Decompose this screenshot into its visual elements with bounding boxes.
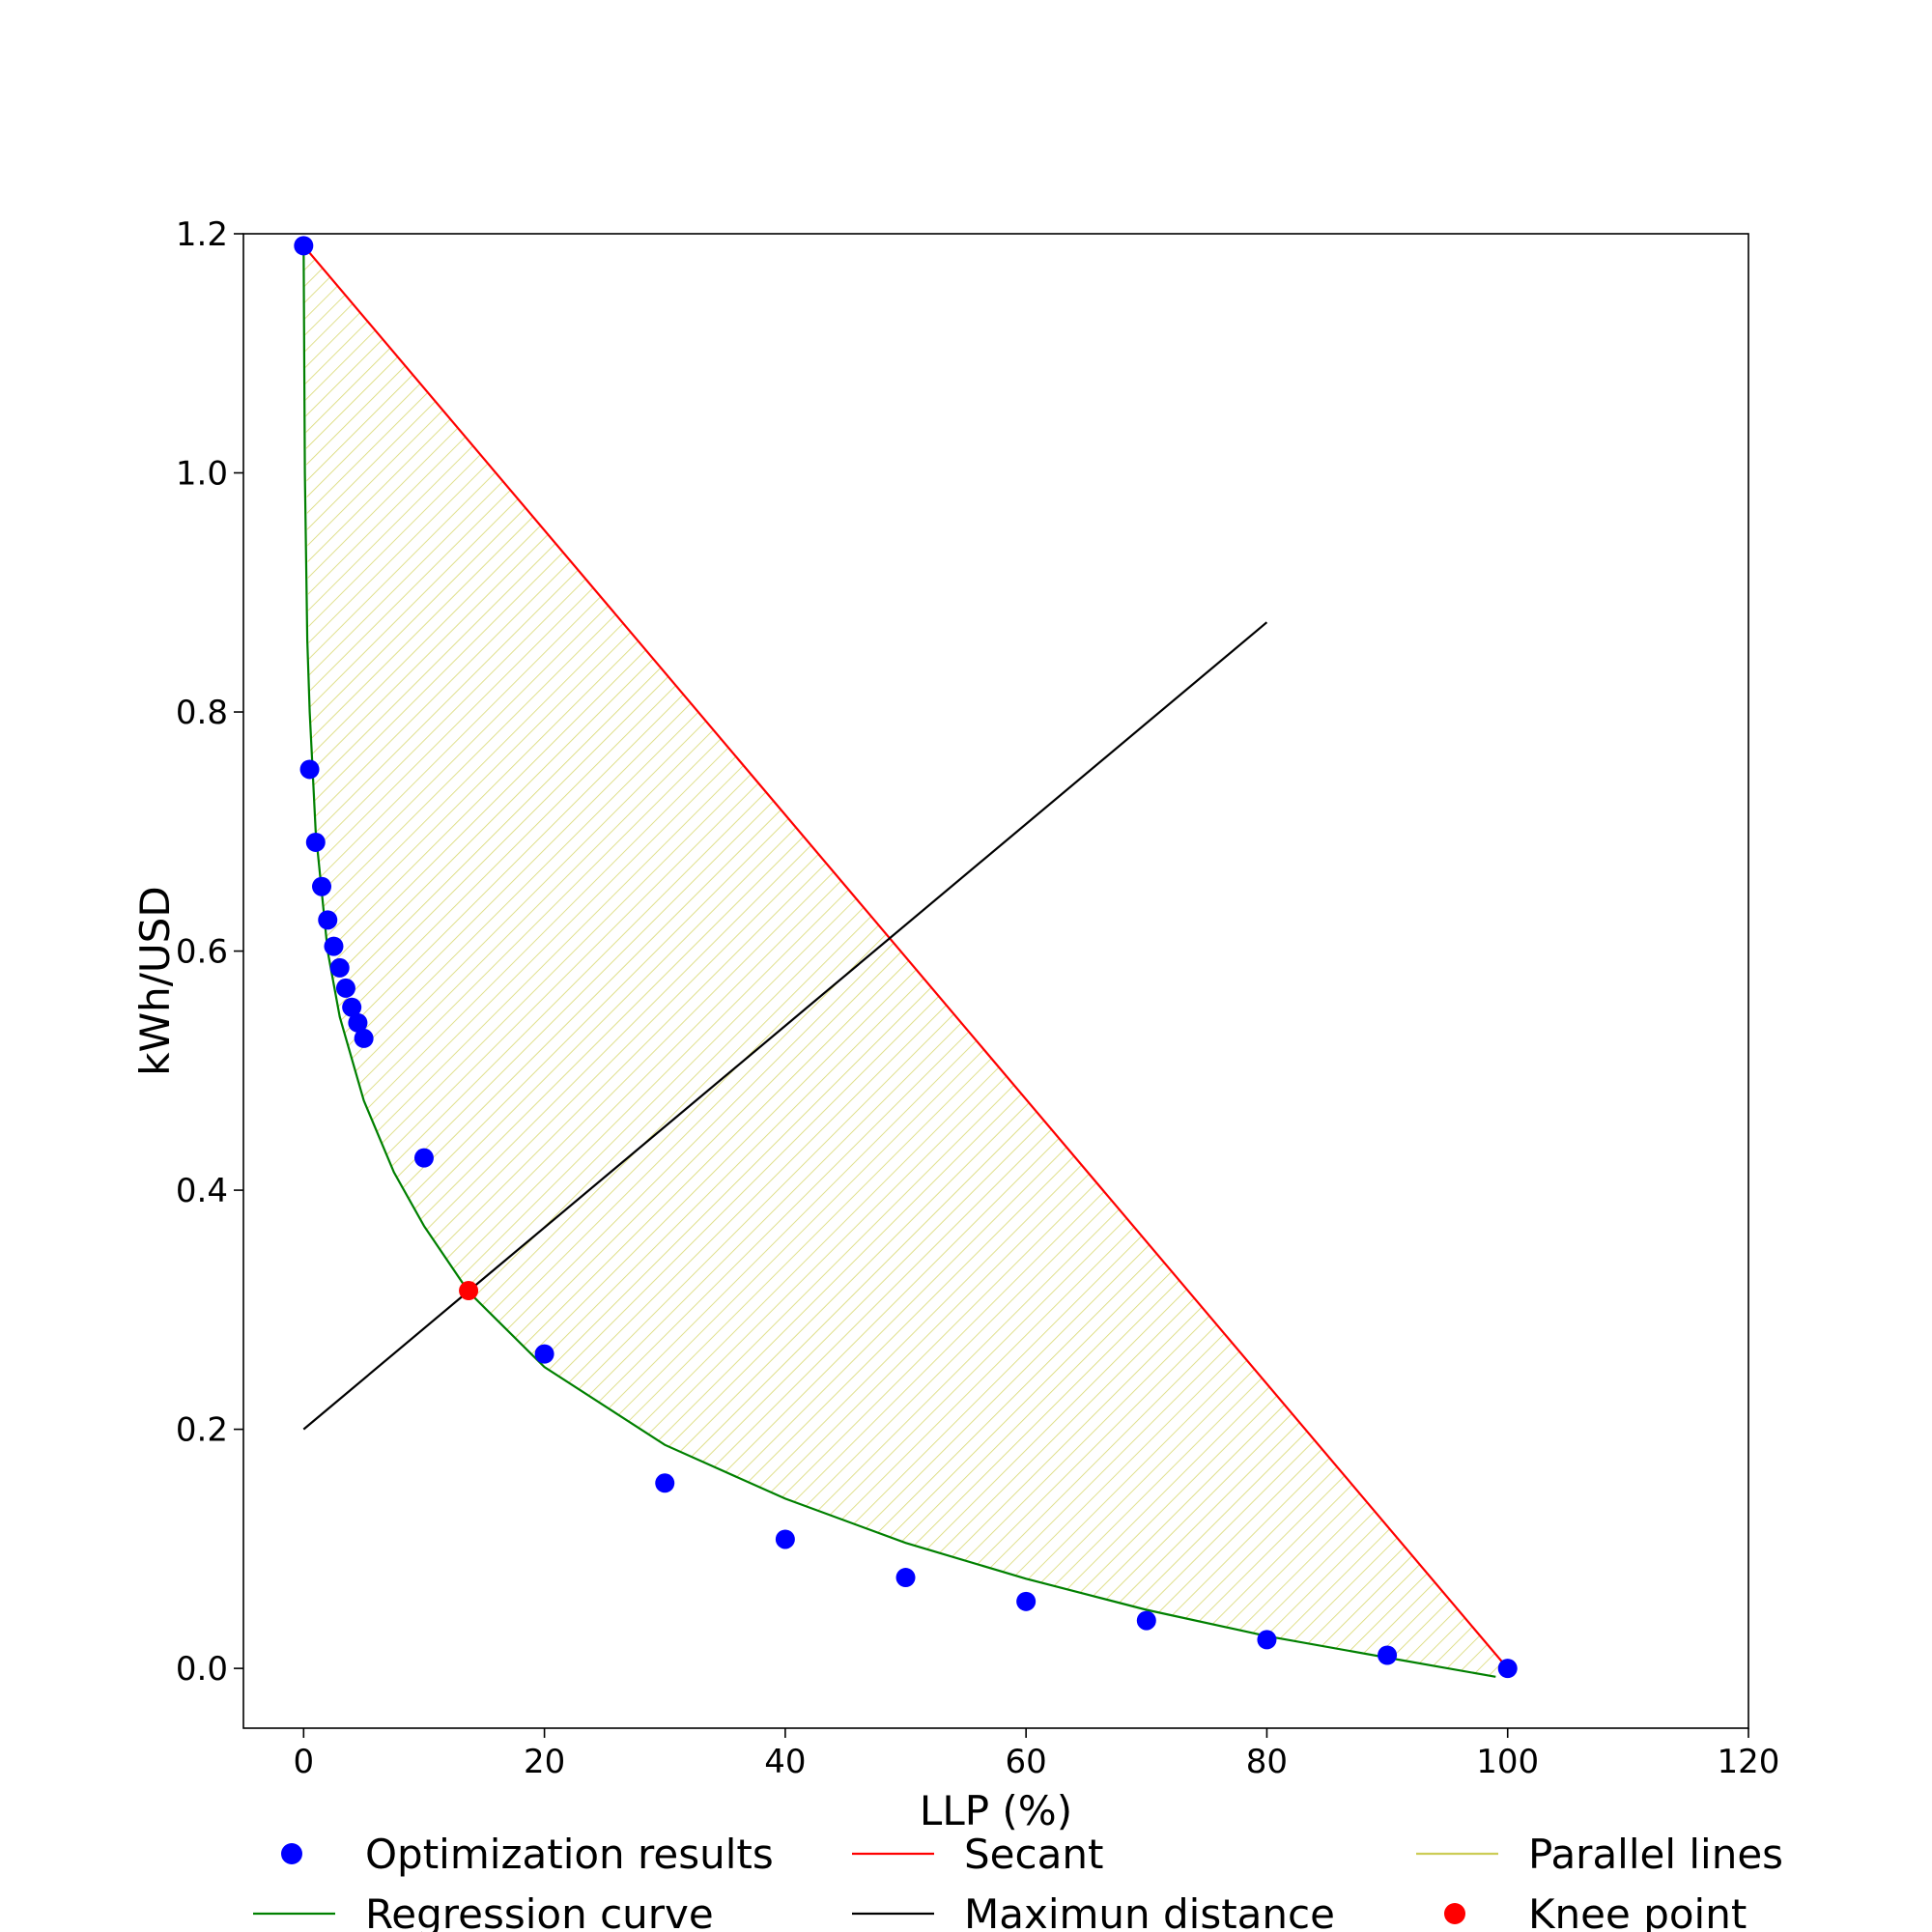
plot-frame (242, 233, 1749, 1729)
optimization-point (1257, 1630, 1277, 1650)
optimization-point (324, 936, 344, 956)
optimization-point (305, 832, 326, 852)
y-tick-label: 0.0 (176, 1650, 228, 1689)
x-tick-label: 20 (524, 1743, 565, 1781)
x-tick-label: 120 (1718, 1743, 1780, 1781)
optimization-point (895, 1568, 916, 1588)
optimization-point (312, 876, 332, 896)
x-tick-label: 80 (1246, 1743, 1288, 1781)
optimization-point (1378, 1645, 1398, 1665)
x-tick-label: 40 (764, 1743, 806, 1781)
x-tick-label: 60 (1006, 1743, 1047, 1781)
optimization-point (342, 997, 362, 1017)
x-axis-title: LLP (%) (920, 1787, 1072, 1834)
legend-label-regression-curve: Regression curve (365, 1890, 714, 1932)
legend-label-maximun-distance: Maximun distance (964, 1890, 1335, 1932)
y-tick-label: 1.2 (176, 215, 228, 254)
optimization-point (1016, 1591, 1037, 1611)
plot-area (294, 236, 1518, 1679)
legend-label-knee-point: Knee point (1528, 1890, 1747, 1932)
legend-marker-optimization-results (281, 1843, 302, 1864)
y-axis-title: kWh/USD (131, 886, 179, 1075)
optimization-point (413, 1148, 434, 1168)
legend-marker-knee-point (1444, 1903, 1465, 1924)
optimization-point (348, 1012, 368, 1033)
y-tick-label: 0.4 (176, 1172, 228, 1210)
optimization-point (335, 978, 355, 998)
legend: Optimization results Secant Parallel lines… (253, 1831, 1783, 1932)
regression-curve-line (302, 245, 1496, 1678)
x-tick-label: 0 (293, 1743, 314, 1781)
legend-label-parallel-lines: Parallel lines (1528, 1831, 1783, 1878)
y-tick-label: 1.0 (176, 455, 228, 494)
optimization-point (534, 1344, 554, 1364)
optimization-point (655, 1473, 675, 1493)
axes: 0 20 40 60 80 100 120 0.0 0.2 0.4 0.6 0.8 1.0 1.2 (176, 215, 1780, 1781)
secant-line (302, 244, 1509, 1669)
x-tick-label: 100 (1476, 1743, 1539, 1781)
knee-point-marker (459, 1281, 479, 1301)
y-tick-label: 0.2 (176, 1411, 228, 1450)
optimization-point (294, 236, 314, 256)
optimization-point (318, 910, 338, 930)
optimization-point (329, 957, 350, 978)
y-tick-label: 0.8 (176, 694, 228, 732)
legend-label-secant: Secant (964, 1831, 1103, 1878)
legend-label-optimization-results: Optimization results (365, 1831, 774, 1878)
y-tick-label: 0.6 (176, 933, 228, 972)
optimization-point (775, 1529, 795, 1549)
parallel-lines-hatch (303, 245, 1508, 1677)
optimization-point (1136, 1610, 1156, 1631)
optimization-point (354, 1028, 374, 1048)
optimization-point (1497, 1659, 1518, 1679)
optimization-point (299, 759, 320, 780)
